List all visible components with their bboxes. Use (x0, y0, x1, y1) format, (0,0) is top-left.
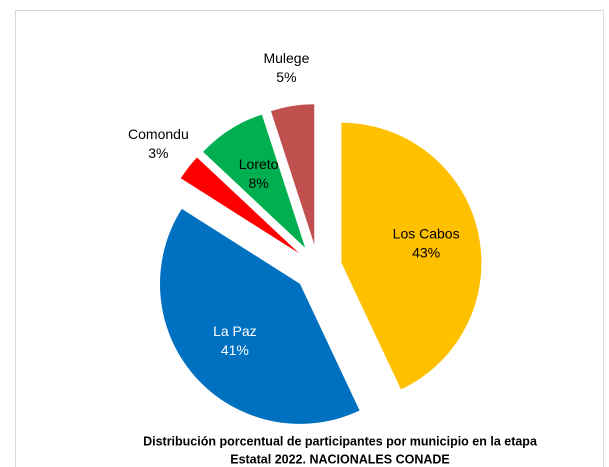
pie-slice (159, 208, 360, 424)
pie-slice (180, 157, 300, 254)
slice-label: Mulege (263, 50, 309, 66)
slice-value-label: 3% (148, 145, 168, 161)
pie-slice (341, 122, 482, 390)
slice-value-label: 41% (221, 342, 249, 358)
pie-slice (203, 114, 306, 248)
chart-title: Distribución porcentual de participantes… (143, 434, 538, 448)
slice-label: La Paz (213, 323, 257, 339)
slice-label: Los Cabos (393, 226, 460, 242)
slice-value-label: 8% (249, 175, 269, 191)
chart-title: Estatal 2022. NACIONALES CONADE (230, 452, 450, 466)
slice-label: Loreto (239, 156, 279, 172)
slice-value-label: 5% (276, 69, 296, 85)
slice-value-label: 43% (412, 245, 440, 261)
slice-label: Comondu (128, 126, 189, 142)
pie-slice (270, 104, 315, 245)
